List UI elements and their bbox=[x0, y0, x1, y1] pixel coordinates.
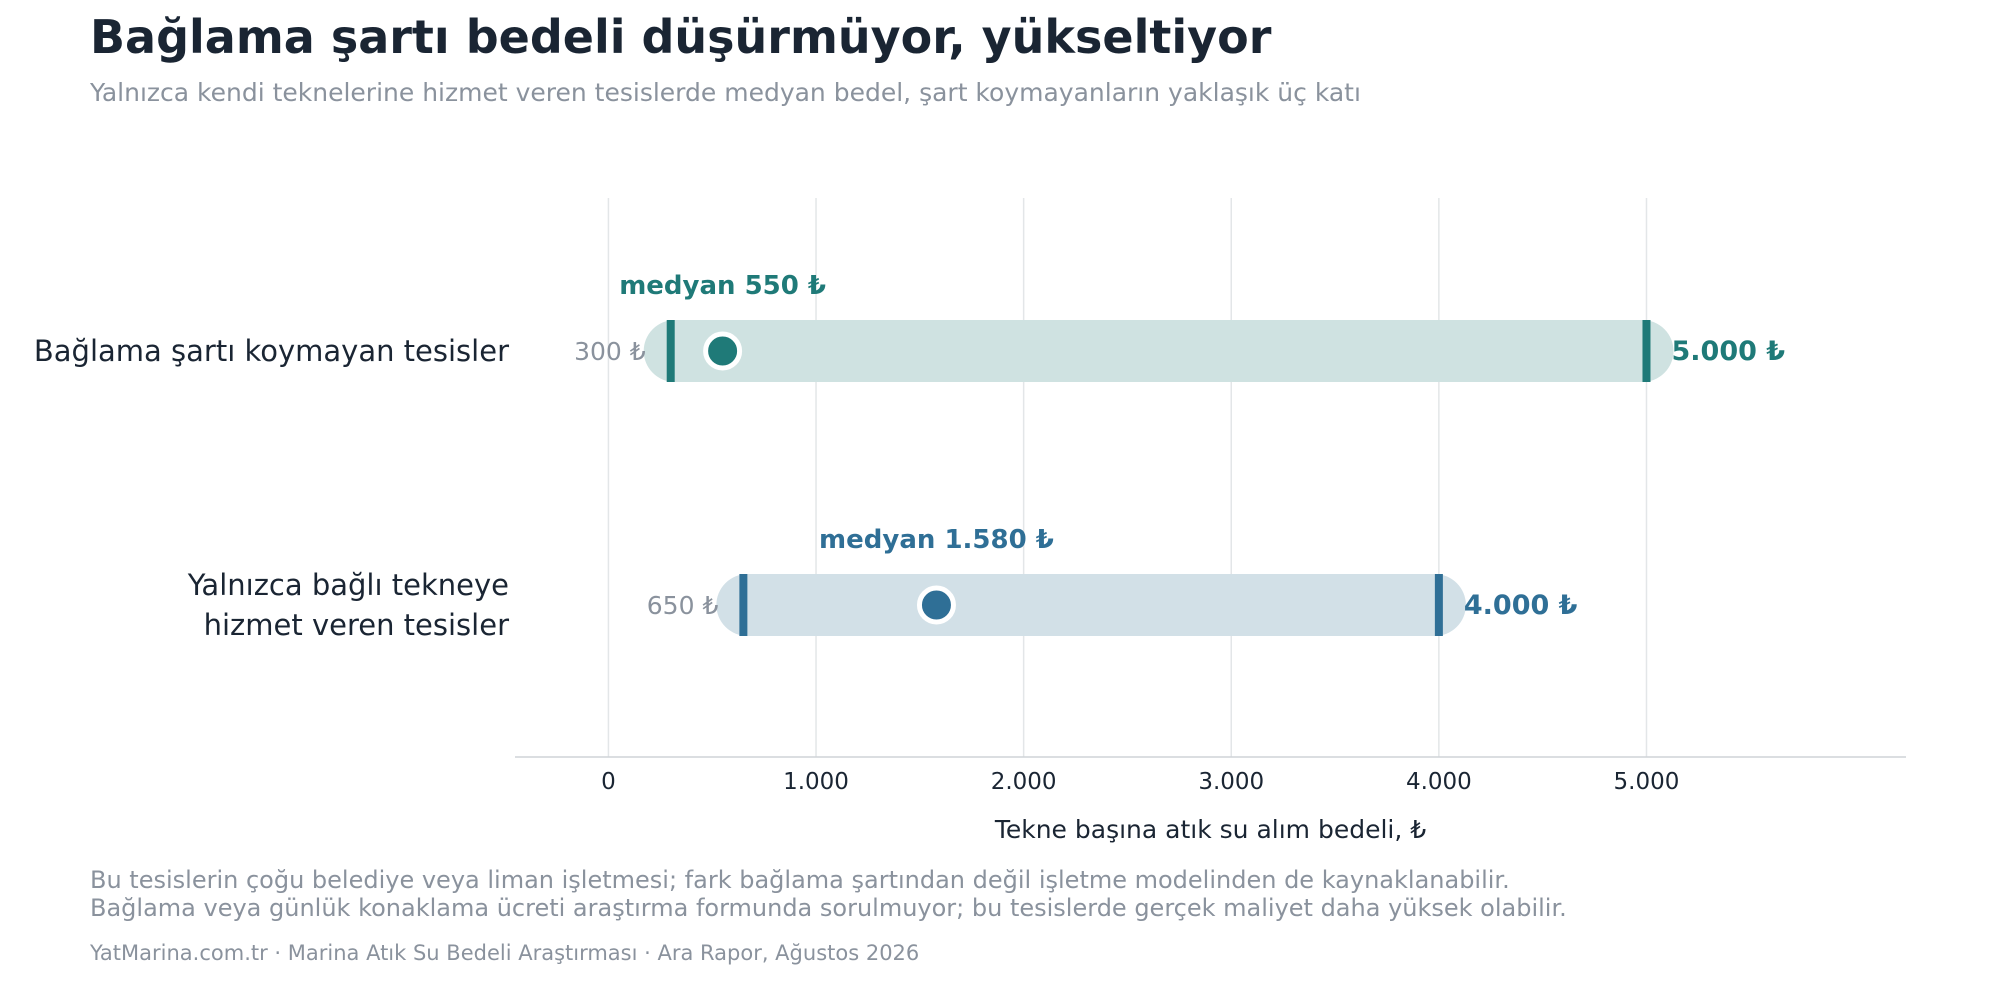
x-tick-label: 5.000 bbox=[1614, 769, 1680, 795]
category-label-line: Bağlama şartı koymayan tesisler bbox=[34, 334, 509, 368]
x-tick-label: 2.000 bbox=[991, 769, 1057, 795]
x-tick-label: 0 bbox=[601, 769, 616, 795]
range-marks: 300 ₺ 5.000 ₺ medyan 550 ₺ Bağlama şartı ko… bbox=[34, 271, 1785, 642]
x-axis: 0 1.000 2.000 3.000 4.000 5.000 Tekne başına a… bbox=[515, 756, 1906, 844]
footnote-2: Bağlama veya günlük konaklama ücreti ara… bbox=[90, 894, 1567, 922]
median-label: medyan 1.580 ₺ bbox=[819, 525, 1054, 555]
category-label: Yalnızca bağlı tekneye hizmet veren tesis… bbox=[187, 568, 509, 642]
category-label-line: Yalnızca bağlı tekneye bbox=[187, 568, 509, 602]
min-label: 650 ₺ bbox=[647, 591, 719, 620]
max-label: 4.000 ₺ bbox=[1464, 590, 1578, 621]
min-label: 300 ₺ bbox=[574, 337, 646, 366]
range-band bbox=[716, 574, 1466, 636]
category-label: Bağlama şartı koymayan tesisler bbox=[34, 334, 509, 368]
min-marker bbox=[739, 574, 748, 636]
median-dot bbox=[703, 331, 743, 371]
x-tick-label: 1.000 bbox=[783, 769, 849, 795]
max-label: 5.000 ₺ bbox=[1671, 336, 1785, 367]
max-marker bbox=[1434, 574, 1443, 636]
grid-lines bbox=[607, 198, 1648, 757]
x-axis-label: Tekne başına atık su alım bedeli, ₺ bbox=[994, 815, 1426, 844]
x-tick-label: 4.000 bbox=[1406, 769, 1472, 795]
median-label: medyan 550 ₺ bbox=[619, 271, 826, 301]
x-tick-label: 3.000 bbox=[1198, 769, 1264, 795]
range-row: 650 ₺ 4.000 ₺ medyan 1.580 ₺ Yalnızca bağlı… bbox=[187, 525, 1578, 642]
median-dot bbox=[916, 585, 956, 625]
range-band bbox=[643, 320, 1674, 382]
min-marker bbox=[666, 320, 675, 382]
chart-title: Bağlama şartı bedeli düşürmüyor, yükselt… bbox=[90, 10, 1272, 64]
range-row: 300 ₺ 5.000 ₺ medyan 550 ₺ Bağlama şartı ko… bbox=[34, 271, 1785, 382]
max-marker bbox=[1642, 320, 1651, 382]
category-label-line: hizmet veren tesisler bbox=[204, 608, 509, 642]
footnote-1: Bu tesislerin çoğu belediye veya liman i… bbox=[90, 866, 1510, 894]
chart-subtitle: Yalnızca kendi teknelerine hizmet veren … bbox=[90, 78, 1361, 107]
source-credit: YatMarina.com.tr · Marina Atık Su Bedeli… bbox=[90, 941, 920, 965]
